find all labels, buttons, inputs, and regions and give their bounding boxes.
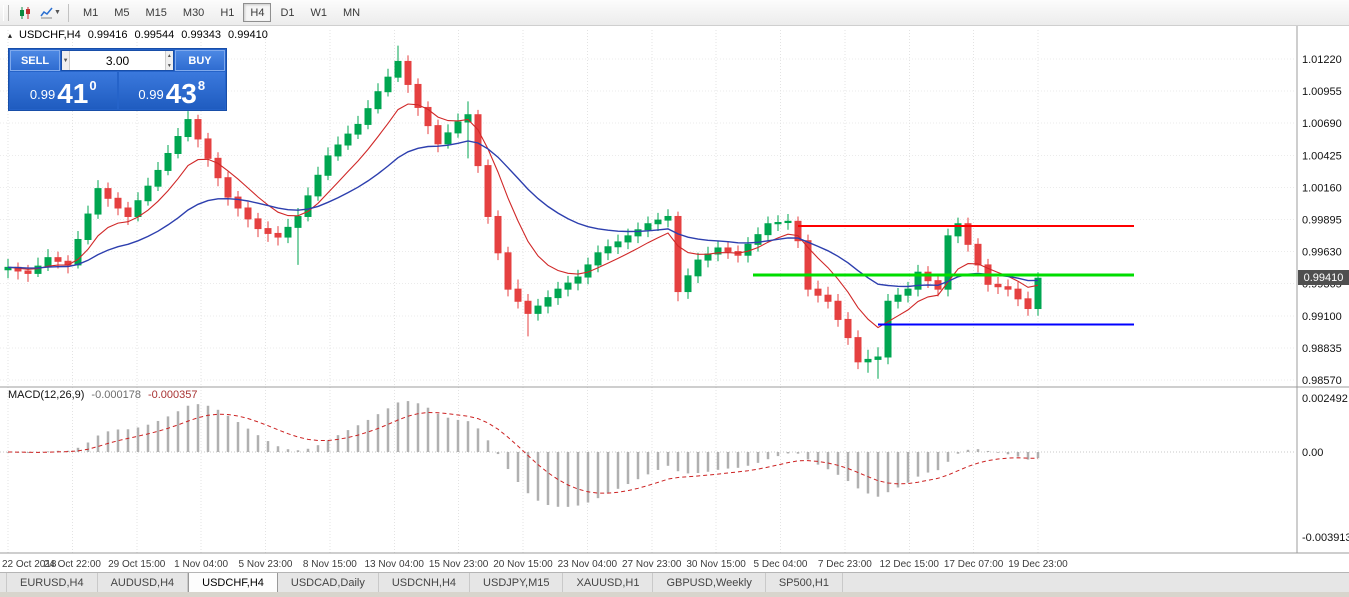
- symbol-direction-icon: ▴: [8, 30, 13, 40]
- volume-stepper[interactable]: ▲ ▼: [164, 51, 174, 70]
- time-axis-label: 20 Nov 15:00: [493, 559, 553, 570]
- price-axis-label: 1.00955: [1302, 86, 1342, 98]
- time-axis-label: 1 Nov 04:00: [174, 559, 228, 570]
- time-axis-label: 7 Dec 23:00: [818, 559, 872, 570]
- indicator-axis-label: 0.00: [1302, 447, 1323, 459]
- ohlc-low: 0.99343: [181, 29, 222, 41]
- time-axis-label: 5 Dec 04:00: [754, 559, 808, 570]
- ma-fast-line: [7, 103, 1039, 329]
- chart-tools-dropdown-icon[interactable]: ▼: [37, 3, 64, 23]
- time-axis-label: 22 Oct 2018: [2, 559, 57, 570]
- trade-controls-row: SELL ▼ ▲ ▼ BUY: [9, 49, 226, 72]
- buy-price-big: 43: [165, 78, 197, 109]
- volume-up-icon[interactable]: ▲: [166, 53, 172, 59]
- time-axis-label: 19 Dec 23:00: [1008, 559, 1068, 570]
- chart-tab-usdchf[interactable]: USDCHF,H4: [188, 573, 278, 592]
- timeframe-m1[interactable]: M1: [76, 3, 105, 22]
- chart-tab-usdcnh[interactable]: USDCNH,H4: [379, 573, 471, 592]
- symbol-label: USDCHF,H4: [19, 29, 81, 41]
- time-axis-label: 8 Nov 15:00: [303, 559, 357, 570]
- price-axis-label: 1.01220: [1302, 54, 1342, 66]
- timeframe-h4[interactable]: H4: [243, 3, 272, 22]
- time-axis-label: 12 Dec 15:00: [880, 559, 940, 570]
- timeframe-m30[interactable]: M30: [176, 3, 211, 22]
- line-chart-glyph: [40, 7, 53, 19]
- time-axis-label: 15 Nov 23:00: [429, 559, 489, 570]
- timeframe-m5[interactable]: M5: [107, 3, 136, 22]
- macd-value-signal: -0.000357: [147, 389, 198, 401]
- sell-price-sup: 0: [89, 78, 97, 93]
- buy-price-prefix: 0.99: [138, 87, 164, 102]
- buy-price-sup: 8: [197, 78, 206, 93]
- time-axis-label: 13 Nov 04:00: [365, 559, 425, 570]
- timeframe-w1[interactable]: W1: [304, 3, 335, 22]
- ohlc-open: 0.99416: [87, 29, 128, 41]
- chart-tab-sp500[interactable]: SP500,H1: [766, 573, 843, 592]
- time-axis-label: 24 Oct 22:00: [44, 559, 102, 570]
- sell-price-big: 41: [57, 78, 89, 109]
- timeframe-group: M1 M5 M15 M30 H1 H4 D1 W1 MN: [75, 3, 368, 22]
- chevron-down-icon: ▼: [54, 9, 61, 16]
- buy-button[interactable]: BUY: [175, 50, 225, 71]
- volume-input[interactable]: [70, 51, 165, 70]
- chart-tab-gbpusd[interactable]: GBPUSD,Weekly: [653, 573, 766, 592]
- macd-histogram: [6, 401, 1040, 507]
- chart-tab-eurusd[interactable]: EURUSD,H4: [6, 573, 98, 592]
- timeframe-d1[interactable]: D1: [273, 3, 301, 22]
- toolbar-separator: [67, 3, 69, 22]
- chart-title: ▴ USDCHF,H4 0.99416 0.99544 0.99343 0.99…: [8, 29, 268, 41]
- time-axis-label: 27 Nov 23:00: [622, 559, 682, 570]
- ohlc-high: 0.99544: [134, 29, 175, 41]
- volume-field: ▼ ▲ ▼: [61, 50, 174, 71]
- macd-value-main: -0.000178: [91, 389, 141, 401]
- sell-button[interactable]: SELL: [10, 50, 60, 71]
- price-axis-label: 0.99630: [1302, 247, 1342, 259]
- timeframe-h1[interactable]: H1: [213, 3, 241, 22]
- time-axis-label: 23 Nov 04:00: [558, 559, 618, 570]
- time-axis-label: 29 Oct 15:00: [108, 559, 166, 570]
- sell-price-prefix: 0.99: [29, 87, 56, 102]
- macd-title: MACD(12,26,9): [8, 389, 85, 401]
- chart-tab-usdcad[interactable]: USDCAD,Daily: [278, 573, 379, 592]
- volume-down-icon[interactable]: ▼: [166, 63, 172, 69]
- price-axis-label: 1.00425: [1302, 150, 1342, 162]
- timeframe-mn[interactable]: MN: [336, 3, 367, 22]
- sell-price-button[interactable]: 0.99 41 0: [10, 72, 117, 109]
- toolbar: ▼ M1 M5 M15 M30 H1 H4 D1 W1 MN: [0, 0, 1349, 26]
- candlestick-chart-icon[interactable]: [13, 3, 37, 23]
- chart-tab-usdjpy[interactable]: USDJPY,M15: [470, 573, 564, 592]
- buy-price-button[interactable]: 0.99 43 8: [118, 72, 225, 109]
- chart-tab-audusd[interactable]: AUDUSD,H4: [98, 573, 189, 592]
- price-axis-label: 1.00160: [1302, 182, 1342, 194]
- chart-area: 22 Oct 2018 24 Oct 22:00 29 Oct 15:00 1 Nov…: [0, 26, 1349, 572]
- current-price-badge: 0.99410: [1298, 270, 1349, 285]
- indicator-axis-label: -0.003913: [1302, 532, 1349, 544]
- candlestick-glyph: [20, 6, 30, 19]
- time-axis-label: 17 Dec 07:00: [944, 559, 1004, 570]
- grid-layer: [0, 30, 1296, 553]
- price-axis-label: 0.99100: [1302, 311, 1342, 323]
- macd-signal-line: [7, 411, 1038, 494]
- bid-ask-prices: 0.99 41 0 0.99 43 8: [9, 72, 226, 110]
- chart-tab-xauusd[interactable]: XAUUSD,H1: [563, 573, 654, 592]
- ohlc-close: 0.99410: [228, 29, 268, 41]
- time-axis-label: 30 Nov 15:00: [686, 559, 746, 570]
- price-axis-label: 0.98570: [1302, 375, 1342, 387]
- price-axis-label: 0.98835: [1302, 343, 1342, 355]
- price-axis-label: 0.99895: [1302, 215, 1342, 227]
- macd-indicator-label: MACD(12,26,9) -0.000178 -0.000357: [8, 389, 198, 401]
- timeframe-m15[interactable]: M15: [139, 3, 174, 22]
- indicator-axis-label: 0.002492: [1302, 393, 1348, 405]
- status-strip: [0, 592, 1349, 597]
- ma-slow-line: [7, 140, 1039, 288]
- price-axis-label: 1.00690: [1302, 118, 1342, 130]
- time-axis-label: 5 Nov 23:00: [239, 559, 293, 570]
- chart-tabs-bar: EURUSD,H4 AUDUSD,H4 USDCHF,H4 USDCAD,Daily U…: [0, 572, 1349, 592]
- volume-dropdown-icon[interactable]: ▼: [62, 51, 71, 70]
- toolbar-grip: [3, 4, 9, 21]
